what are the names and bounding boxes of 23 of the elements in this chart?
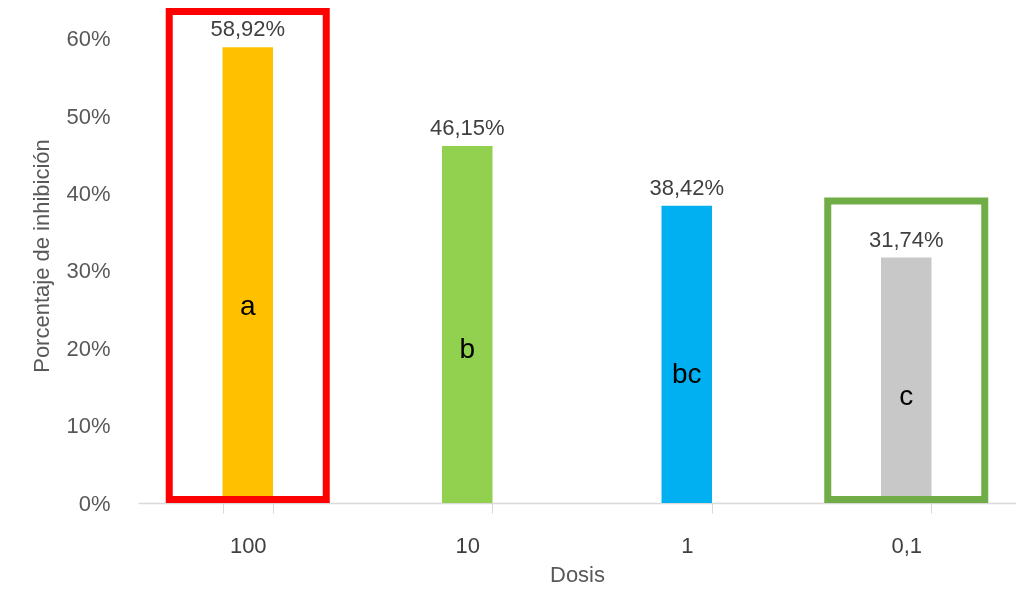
annotation: b: [459, 332, 476, 364]
data-label: 46,15%: [429, 115, 505, 141]
annotation: bc: [671, 358, 702, 390]
data-label: 38,42%: [649, 174, 725, 200]
y-tick-label: 0%: [78, 490, 111, 516]
x-tick-label: 0,1: [891, 532, 923, 558]
y-tick-label: 60%: [66, 26, 111, 52]
x-tick-label: 1: [681, 532, 694, 558]
y-axis-title: Porcentaje de inhibición: [29, 139, 55, 373]
y-tick-label: 30%: [66, 258, 111, 284]
data-label: 58,92%: [210, 16, 286, 42]
x-tick-label: 100: [229, 532, 267, 558]
y-tick-label: 50%: [66, 103, 111, 129]
annotation: a: [239, 290, 256, 322]
bar: [661, 205, 712, 503]
x-tick-label: 10: [455, 532, 480, 558]
x-axis-title: Dosis: [549, 561, 606, 587]
y-tick-label: 10%: [66, 413, 111, 439]
y-tick-label: 20%: [66, 335, 111, 361]
y-tick-label: 40%: [66, 181, 111, 207]
data-label: 31,74%: [868, 226, 944, 252]
bar: [442, 146, 493, 503]
annotation: c: [899, 380, 914, 412]
